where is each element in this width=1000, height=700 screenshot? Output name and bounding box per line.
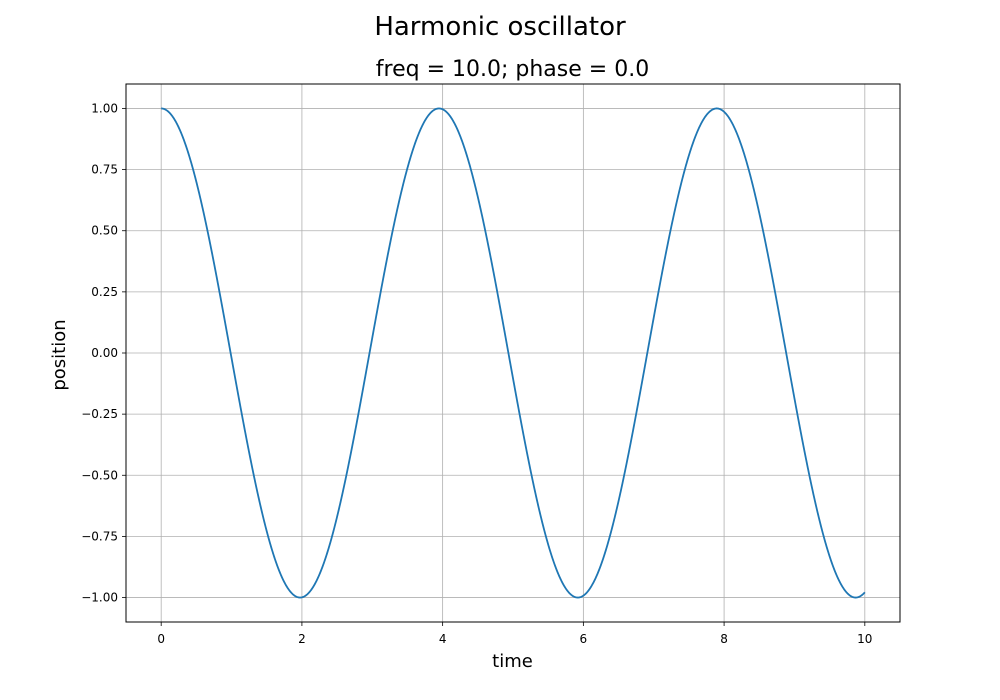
y-tick-label: 0.75 — [91, 163, 118, 177]
position-series-line — [161, 107, 866, 599]
y-tick-label: −0.50 — [81, 468, 118, 482]
x-tick-label: 8 — [720, 632, 728, 646]
y-tick-label: 0.00 — [91, 346, 118, 360]
y-tick-label: −0.75 — [81, 529, 118, 543]
series-layer — [161, 107, 866, 599]
y-axis-label: position — [49, 319, 70, 390]
y-tick-label: −0.25 — [81, 407, 118, 421]
x-tick-label: 2 — [298, 632, 306, 646]
y-tick-label: −1.00 — [81, 591, 118, 605]
x-axis-label: time — [492, 651, 533, 672]
x-tick-label: 0 — [157, 632, 165, 646]
y-tick-label: 0.50 — [91, 224, 118, 238]
plot-area — [125, 83, 901, 623]
x-axis-ticks: 0 2 4 6 8 10 — [157, 622, 872, 646]
x-tick-label: 4 — [439, 632, 447, 646]
figure-suptitle: Harmonic oscillator — [374, 12, 626, 42]
y-axis-ticks: 1.00 0.75 0.50 0.25 0.00 −0.25 −0.50 −0.75 −1.00 — [81, 101, 126, 605]
chart-title: freq = 10.0; phase = 0.0 — [376, 57, 649, 82]
grid-lines — [126, 84, 900, 622]
y-tick-label: 0.25 — [91, 285, 118, 299]
x-tick-label: 6 — [580, 632, 588, 646]
y-tick-label: 1.00 — [91, 101, 118, 115]
x-tick-label: 10 — [857, 632, 872, 646]
